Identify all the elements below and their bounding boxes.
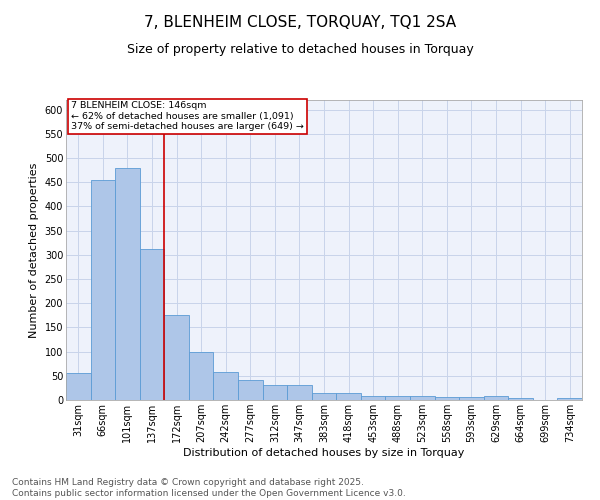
Bar bbox=[66, 374, 91, 400]
Text: Contains HM Land Registry data © Crown copyright and database right 2025.
Contai: Contains HM Land Registry data © Crown c… bbox=[12, 478, 406, 498]
Bar bbox=[312, 393, 336, 400]
Bar bbox=[361, 396, 385, 400]
Bar bbox=[115, 168, 140, 400]
Bar bbox=[164, 316, 189, 400]
Bar bbox=[214, 372, 238, 400]
Bar bbox=[287, 384, 312, 400]
Bar bbox=[238, 380, 263, 400]
Bar bbox=[484, 396, 508, 400]
Text: 7, BLENHEIM CLOSE, TORQUAY, TQ1 2SA: 7, BLENHEIM CLOSE, TORQUAY, TQ1 2SA bbox=[144, 15, 456, 30]
Bar bbox=[385, 396, 410, 400]
Bar bbox=[140, 248, 164, 400]
Bar bbox=[263, 386, 287, 400]
Text: Size of property relative to detached houses in Torquay: Size of property relative to detached ho… bbox=[127, 42, 473, 56]
Bar bbox=[189, 352, 214, 400]
X-axis label: Distribution of detached houses by size in Torquay: Distribution of detached houses by size … bbox=[184, 448, 464, 458]
Bar bbox=[434, 397, 459, 400]
Text: 7 BLENHEIM CLOSE: 146sqm
← 62% of detached houses are smaller (1,091)
37% of sem: 7 BLENHEIM CLOSE: 146sqm ← 62% of detach… bbox=[71, 102, 304, 132]
Bar bbox=[557, 398, 582, 400]
Bar bbox=[459, 397, 484, 400]
Bar bbox=[410, 396, 434, 400]
Y-axis label: Number of detached properties: Number of detached properties bbox=[29, 162, 39, 338]
Bar bbox=[336, 393, 361, 400]
Bar bbox=[91, 180, 115, 400]
Bar bbox=[508, 398, 533, 400]
